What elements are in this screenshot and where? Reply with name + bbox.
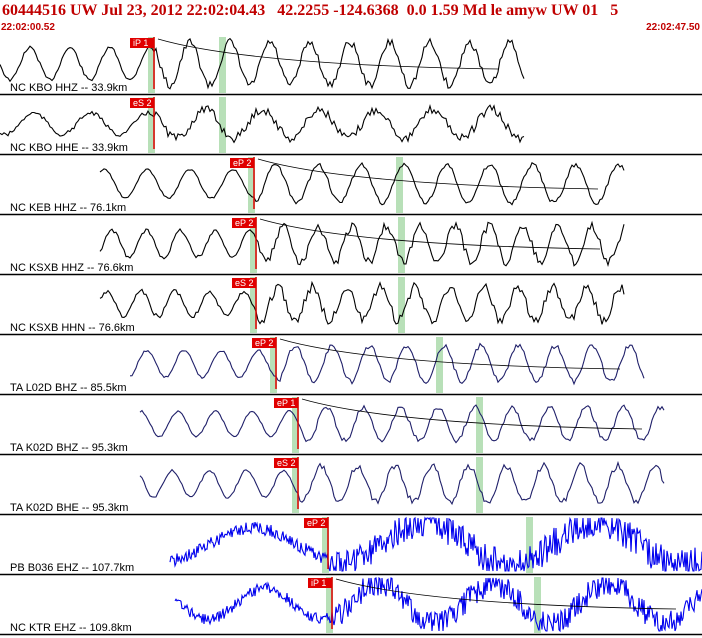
seismogram-panel[interactable]: iP 1 NC KBO HHZ -- 33.9km eS 2 NC KBO HHE -… <box>0 35 702 638</box>
station-label: PB B036 EHZ -- 107.7km <box>10 562 134 574</box>
waveform <box>139 460 665 506</box>
window-band <box>292 397 299 453</box>
window-band <box>219 97 226 153</box>
window-band <box>322 517 329 573</box>
pick-label: eP 2 <box>235 218 253 228</box>
pick-marker[interactable] <box>274 398 298 408</box>
waveform <box>139 404 665 444</box>
pick-label: eP 2 <box>233 158 251 168</box>
window-band <box>398 217 405 273</box>
trace-row[interactable]: eP 1 TA K02D BHZ -- 95.3km <box>0 397 702 456</box>
station-label: TA K02D BHZ -- 95.3km <box>10 442 128 454</box>
waveform <box>169 516 702 572</box>
window-band <box>476 397 483 453</box>
station-label: NC KBO HHE -- 33.9km <box>10 142 128 154</box>
coda-curve <box>259 218 601 250</box>
station-label: NC KSXB HHZ -- 76.6km <box>10 262 133 274</box>
window-band <box>396 157 403 213</box>
trace-row[interactable]: eS 2 TA K02D BHE -- 95.3km <box>0 457 702 516</box>
pick-label: eP 1 <box>277 398 295 408</box>
pick-marker[interactable] <box>130 98 154 108</box>
trace-row[interactable]: iP 1 NC KTR EHZ -- 109.8km <box>0 576 702 636</box>
trace-row[interactable]: eP 2 TA L02D BHZ -- 85.5km <box>0 337 702 396</box>
station-label: TA K02D BHE -- 95.3km <box>10 502 128 514</box>
window-band <box>292 457 299 513</box>
window-band <box>270 337 277 393</box>
pick-label: eS 2 <box>277 458 296 468</box>
waveform <box>99 220 625 267</box>
waveform <box>99 161 625 206</box>
waveform <box>129 342 645 386</box>
pick-marker[interactable] <box>274 458 298 468</box>
window-band <box>248 157 255 213</box>
waveform <box>0 104 525 144</box>
coda-curve <box>157 38 499 70</box>
pick-marker[interactable] <box>230 158 254 168</box>
event-title: 60444516 UW Jul 23, 2012 22:02:04.43 42.… <box>2 2 619 19</box>
pick-marker[interactable] <box>304 518 328 528</box>
trace-row[interactable]: iP 1 NC KBO HHZ -- 33.9km <box>0 37 702 96</box>
station-label: NC KSXB HHN -- 76.6km <box>10 322 135 334</box>
station-label: NC KEB HHZ -- 76.1km <box>10 202 126 214</box>
waveform <box>174 576 702 633</box>
trace-row[interactable]: eP 2 PB B036 EHZ -- 107.7km <box>0 516 702 576</box>
coda-curve <box>257 158 599 190</box>
coda-curve <box>279 338 621 370</box>
window-band <box>250 277 257 333</box>
pick-marker[interactable] <box>232 278 256 288</box>
window-band <box>148 37 155 93</box>
pick-label: eS 2 <box>133 98 152 108</box>
trace-row[interactable]: eS 2 NC KSXB HHN -- 76.6km <box>0 277 702 336</box>
window-band <box>326 577 333 633</box>
coda-curve <box>301 398 643 430</box>
pick-label: eS 2 <box>235 278 254 288</box>
trace-row[interactable]: eS 2 NC KBO HHE -- 33.9km <box>0 97 702 156</box>
waveform <box>0 37 525 90</box>
pick-marker[interactable] <box>308 578 332 588</box>
window-band <box>436 337 443 393</box>
pick-label: iP 1 <box>133 38 148 48</box>
station-label: TA L02D BHZ -- 85.5km <box>10 382 127 394</box>
pick-label: eP 2 <box>307 518 325 528</box>
coda-curve <box>335 578 677 610</box>
window-band <box>250 217 257 273</box>
trace-row[interactable]: eP 2 NC KSXB HHZ -- 76.6km <box>0 217 702 276</box>
window-band <box>526 517 533 573</box>
pick-label: eP 2 <box>255 338 273 348</box>
time-end-label: 22:02:47.50 <box>646 22 700 33</box>
time-start-label: 22:02:00.52 <box>1 22 55 33</box>
station-label: NC KTR EHZ -- 109.8km <box>10 622 132 634</box>
waveform <box>99 280 625 325</box>
pick-label: iP 1 <box>311 578 326 588</box>
pick-marker[interactable] <box>252 338 276 348</box>
window-band <box>148 97 155 153</box>
window-band <box>476 457 483 513</box>
trace-row[interactable]: eP 2 NC KEB HHZ -- 76.1km <box>0 157 702 216</box>
pick-marker[interactable] <box>232 218 256 228</box>
window-band <box>534 577 541 633</box>
pick-marker[interactable] <box>130 38 154 48</box>
window-band <box>219 37 226 93</box>
window-band <box>398 277 405 333</box>
station-label: NC KBO HHZ -- 33.9km <box>10 82 127 94</box>
